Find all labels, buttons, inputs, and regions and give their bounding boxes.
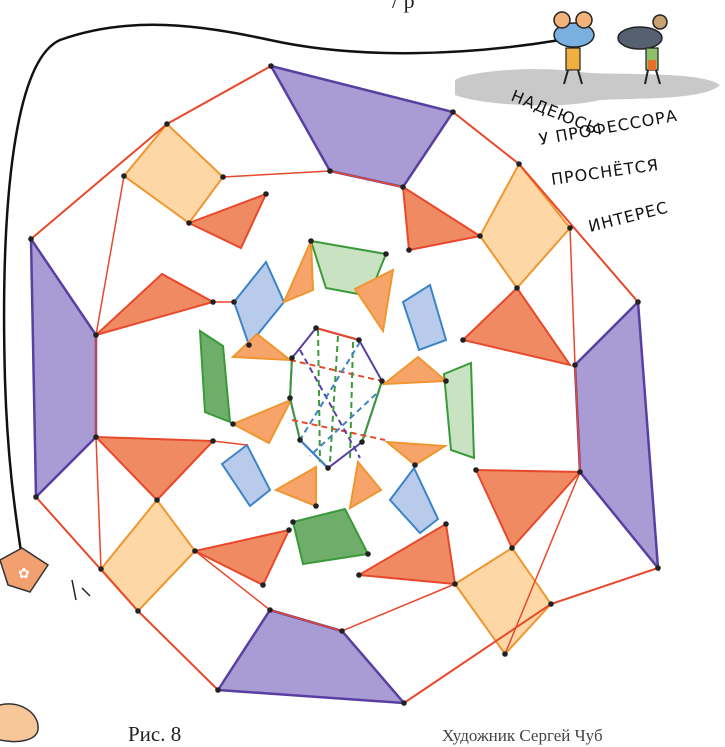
- svg-text:✿: ✿: [18, 566, 30, 582]
- polyhedron-net: [28, 63, 661, 706]
- face-center-octagon: [288, 326, 384, 470]
- face-purple-top: [268, 64, 456, 189]
- speech-line-4: ИНТЕРЕС: [586, 198, 670, 236]
- corner-doodle: [0, 703, 39, 743]
- face-purple-bottom: [215, 608, 407, 705]
- small-marks: [71, 579, 91, 601]
- kite-icon: ✿: [0, 547, 50, 593]
- figure-caption: Рис. 8: [128, 722, 182, 746]
- cloud-shape: [455, 69, 720, 106]
- face-purple-right: [573, 299, 660, 572]
- mouse-character-icon: [553, 11, 595, 85]
- artist-credit: Художник Сергей Чуб: [442, 726, 603, 745]
- speech-line-3: ПРОСНЁТСЯ: [550, 155, 660, 189]
- mouse-character-icon: [617, 14, 668, 85]
- top-text-fragment: / р: [392, 0, 415, 13]
- kite-string: [2, 23, 561, 561]
- face-purple-left: [29, 234, 98, 500]
